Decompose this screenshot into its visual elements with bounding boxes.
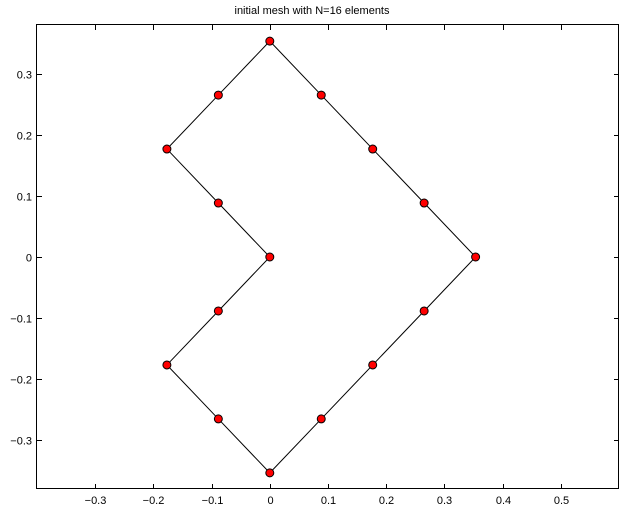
y-tick-label: −0.2 (10, 375, 32, 387)
mesh-node-point (265, 468, 275, 478)
x-tick-label: 0.3 (437, 495, 452, 507)
y-tick-label: 0.1 (17, 192, 32, 204)
mesh-node-point (265, 36, 275, 46)
mesh-node-point (368, 144, 378, 154)
y-tick-label: −0.3 (10, 436, 32, 448)
y-tick-label: 0 (26, 253, 32, 265)
mesh-node-point (213, 198, 223, 208)
x-tick-label: 0.2 (379, 495, 394, 507)
mesh-node-point (419, 306, 429, 316)
mesh-node-point (213, 414, 223, 424)
mesh-node-point (368, 360, 378, 370)
x-tick-label: −0.1 (202, 495, 224, 507)
x-tick-label: −0.3 (85, 495, 107, 507)
mesh-node-point (316, 90, 326, 100)
x-tick-label: −0.2 (143, 495, 165, 507)
plot-area (36, 24, 619, 489)
y-tick-label: 0.2 (17, 131, 32, 143)
mesh-series (162, 36, 481, 478)
x-tick-label: 0 (267, 495, 273, 507)
y-tick-label: −0.1 (10, 314, 32, 326)
mesh-node-point (162, 144, 172, 154)
mesh-node-point (213, 306, 223, 316)
mesh-node-point (265, 252, 275, 262)
y-tick-label: 0.3 (17, 70, 32, 82)
x-tick-label: 0.4 (496, 495, 511, 507)
axis-ticks: −0.3 −0.2 −0.1 0 0.1 0.2 0.3 0.4 0.5 −0.3 −0.2 −0.1… (10, 25, 619, 507)
mesh-node-point (471, 252, 481, 262)
mesh-node-point (316, 414, 326, 424)
mesh-node-point (213, 90, 223, 100)
mesh-node-point (162, 360, 172, 370)
chart-title: initial mesh with N=16 elements (235, 5, 390, 17)
x-tick-label: 0.1 (321, 495, 336, 507)
mesh-node-point (419, 198, 429, 208)
x-tick-label: 0.5 (554, 495, 569, 507)
